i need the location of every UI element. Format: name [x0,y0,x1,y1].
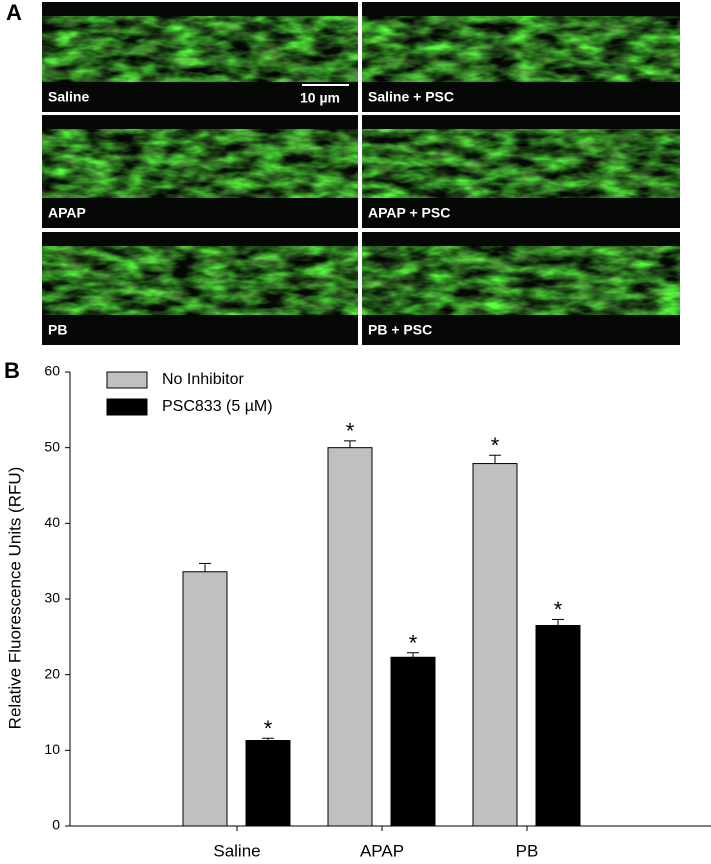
bar [390,656,436,827]
micrograph-signal [42,16,358,82]
y-tick-label: 30 [44,590,60,606]
bar [327,447,373,827]
micrograph-signal [42,129,358,198]
image-label: APAP + PSC [368,205,450,221]
image-label: PB + PSC [368,322,432,338]
micrograph-signal [42,246,358,315]
significance-marker: * [491,433,500,458]
legend-label: No Inhibitor [162,371,244,388]
x-tick-label: Saline [213,841,260,860]
significance-marker: * [409,631,418,656]
significance-marker: * [264,716,273,741]
image-label: Saline [48,89,89,105]
legend-swatch [106,398,148,416]
x-tick-label: PB [516,841,539,860]
significance-marker: * [554,597,563,622]
y-tick-label: 10 [44,741,60,757]
image-label: APAP [48,205,86,221]
image-grid: Saline Saline + PSC APAP APAP + PSC PB PB + P… [42,2,680,345]
panel-label: A [6,0,22,25]
y-tick-label: 20 [44,665,60,681]
image-label: PB [48,322,67,338]
y-tick-label: 50 [44,438,60,454]
legend-label: PSC833 (5 µM) [162,398,273,415]
micrograph-signal [362,129,680,198]
y-tick-label: 60 [44,363,60,379]
bar [535,624,581,827]
panel-label: B [4,358,20,383]
y-axis-label: Relative Fluorescence Units (RFU) [5,467,24,730]
legend-swatch [106,371,148,389]
scale-bar-label: 10 µm [300,90,340,106]
bar [182,571,228,827]
micrograph-signal [362,246,680,315]
y-tick-label: 0 [52,817,60,833]
y-tick-label: 40 [44,514,60,530]
significance-marker: * [346,419,355,444]
x-tick-label: APAP [360,841,404,860]
image-label: Saline + PSC [368,89,454,105]
bar [472,463,518,827]
plot: 0 10 20 30 40 50 60 Saline * APAP * * PB * * No Inhibit… [44,363,711,860]
bar [245,739,291,827]
micrograph-signal [362,16,680,82]
